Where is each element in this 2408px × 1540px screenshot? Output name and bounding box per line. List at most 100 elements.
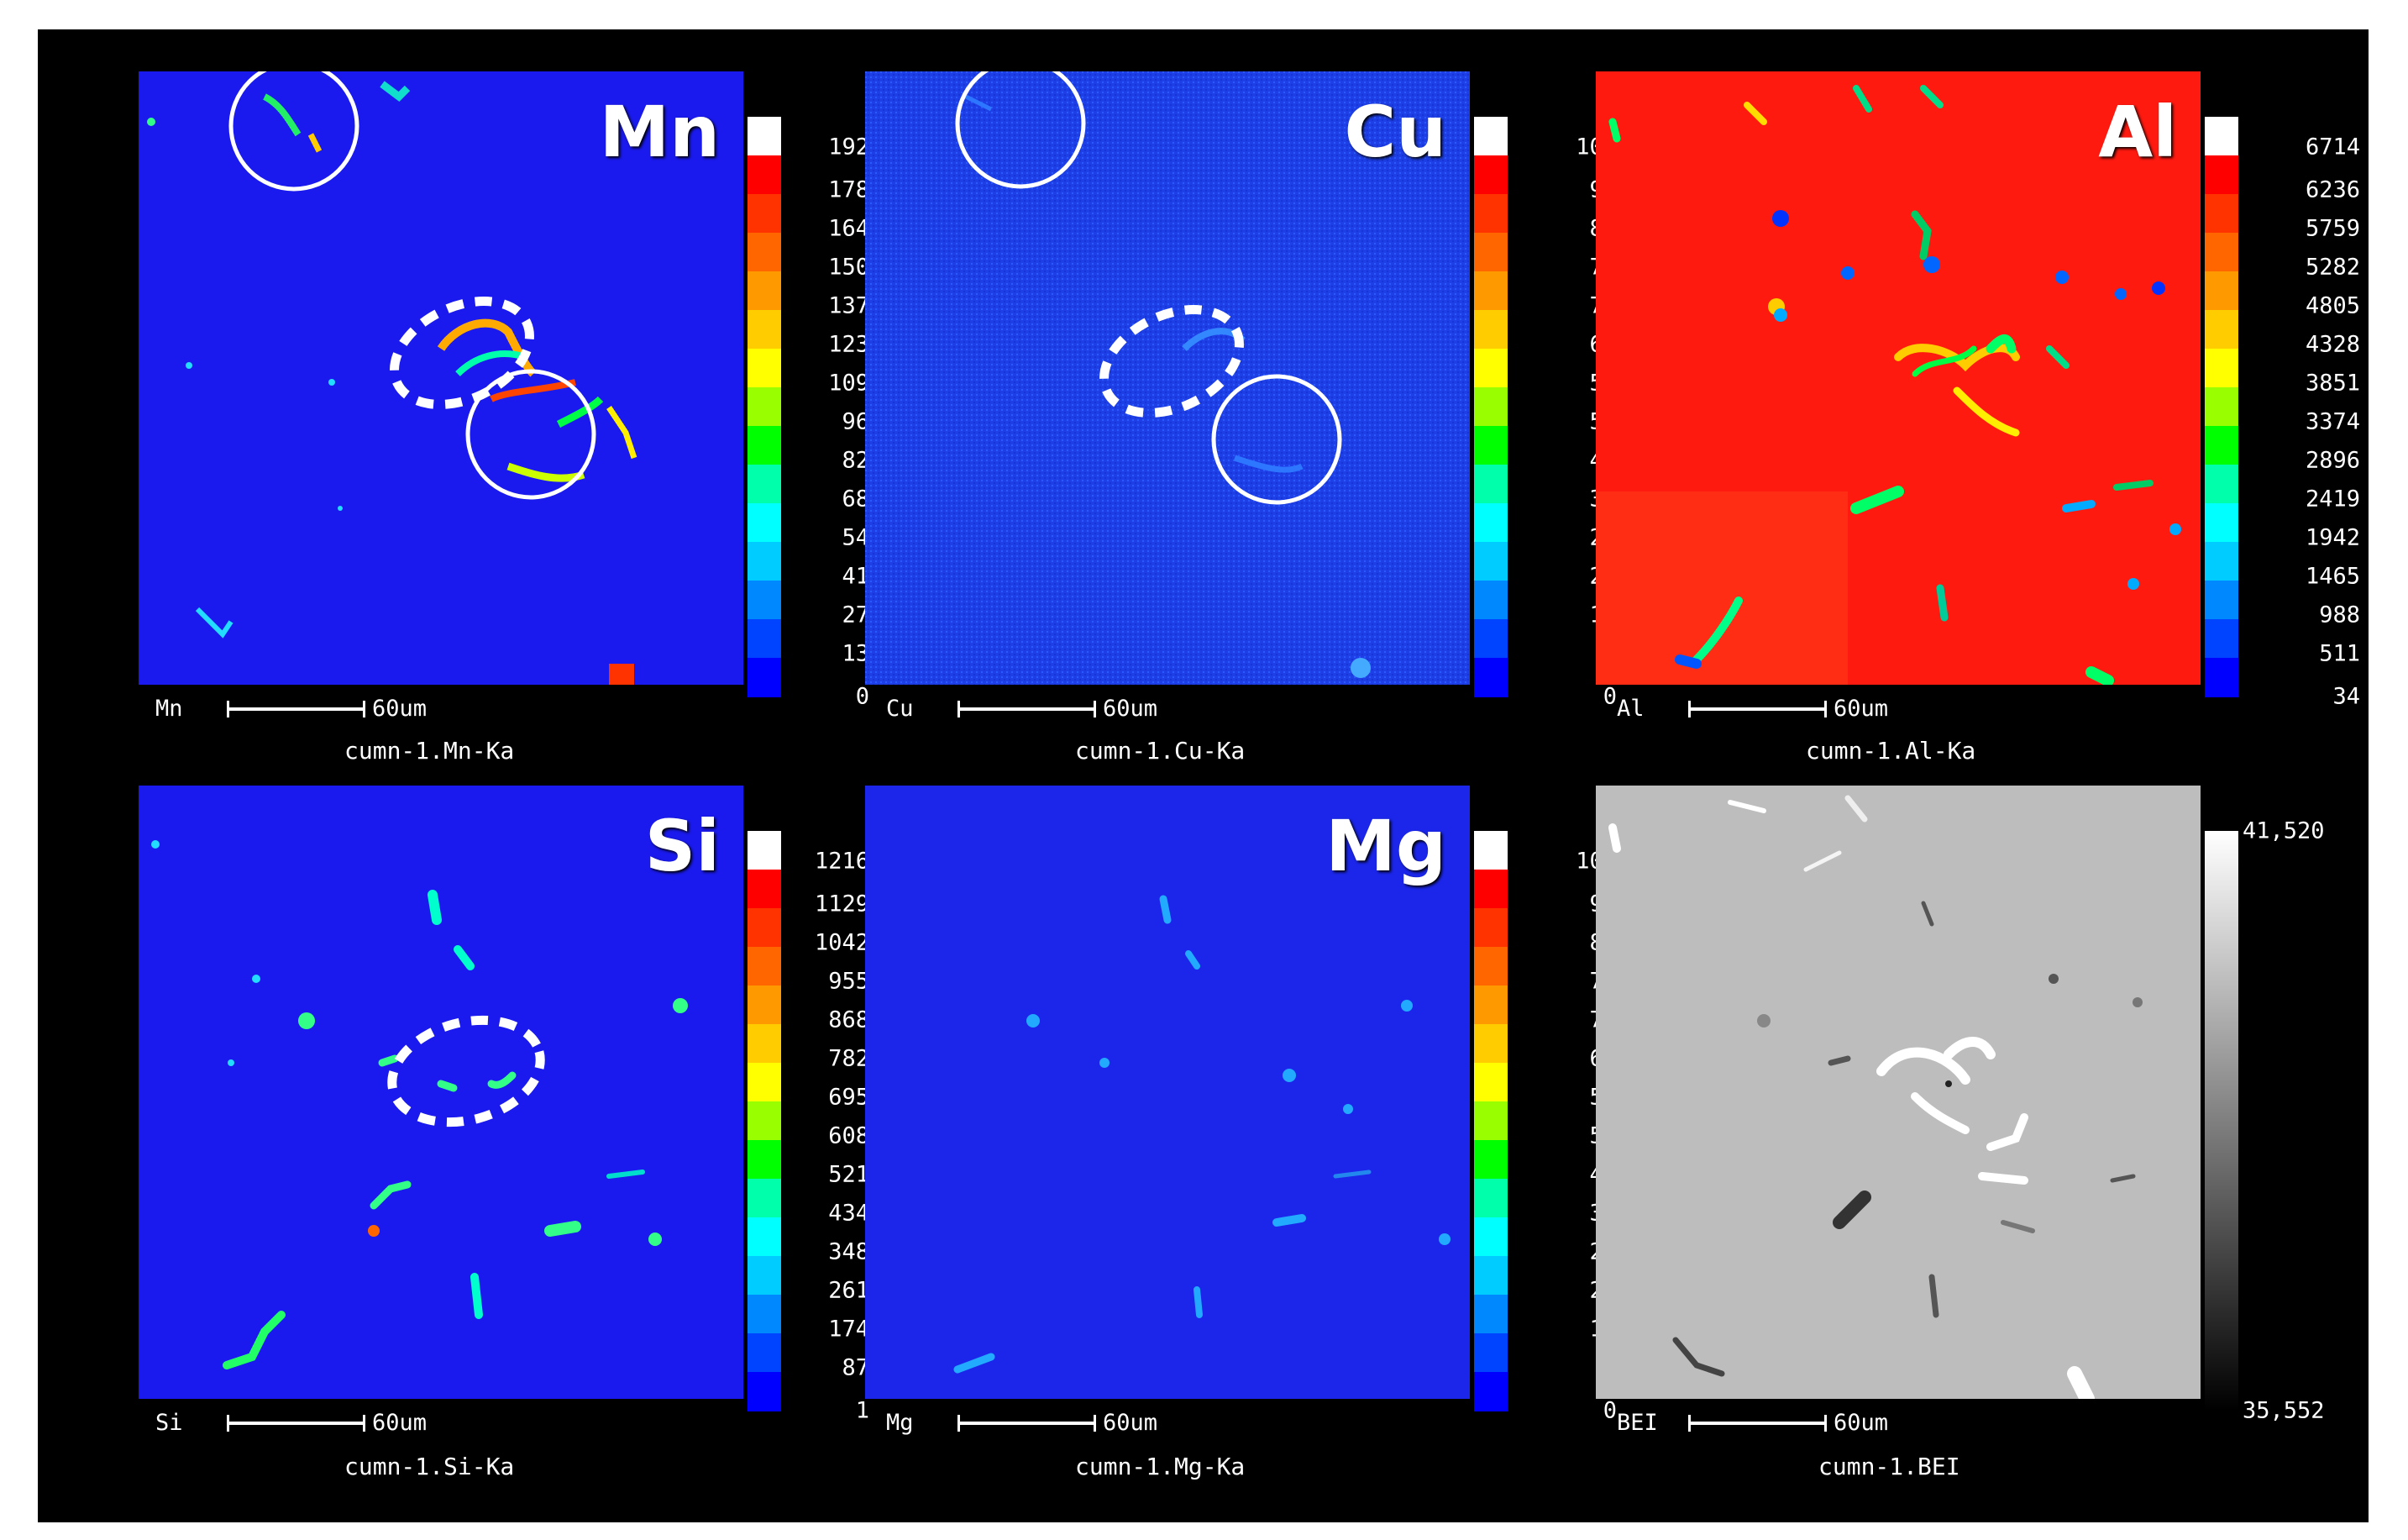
colorbar-tick-label: 3851 — [2305, 370, 2360, 397]
bei-scale-bar — [1688, 1415, 1827, 1432]
colorbar-segment — [1474, 1179, 1508, 1218]
colorbar-segment — [748, 233, 781, 272]
colorbar-segment — [748, 387, 781, 427]
colorbar-segment — [1474, 870, 1508, 909]
cu-scale-bar — [957, 701, 1096, 717]
mn-element-label: Mn — [599, 91, 720, 173]
colorbar-segment — [748, 542, 781, 581]
colorbar-segment — [748, 310, 781, 350]
bei-map-image — [1596, 786, 2201, 1399]
colorbar-segment — [748, 1101, 781, 1141]
colorbar-segment — [1474, 1295, 1508, 1334]
mn-detector-label: Mn — [155, 696, 183, 722]
colorbar-segment — [748, 465, 781, 504]
si-map: Si — [139, 786, 743, 1399]
colorbar-segment — [2205, 310, 2238, 350]
cu-map: Cu — [865, 71, 1470, 685]
bei-scale-label: 60um — [1834, 1410, 1889, 1436]
colorbar-tick-label: 782 — [828, 1045, 869, 1072]
colorbar-tick-label: 695 — [828, 1084, 869, 1111]
colorbar-segment — [748, 1333, 781, 1373]
colorbar-segment — [748, 581, 781, 620]
al-colorbar — [2205, 117, 2238, 697]
colorbar-tick-label: 82 — [842, 447, 869, 474]
si-detector-label: Si — [155, 1410, 183, 1436]
colorbar-segment — [1474, 503, 1508, 543]
colorbar-tick-label: 192 — [828, 134, 869, 160]
colorbar-tick-label: 0 — [1603, 1397, 1617, 1424]
colorbar-segment — [748, 1140, 781, 1180]
colorbar-tick-label: 511 — [2319, 640, 2360, 667]
colorbar-segment — [1474, 831, 1508, 870]
colorbar-tick-label: 2419 — [2305, 486, 2360, 512]
colorbar-segment — [1474, 310, 1508, 350]
colorbar-segment — [2205, 233, 2238, 272]
colorbar-segment — [748, 908, 781, 948]
cu-marker-circle-top — [955, 71, 1086, 189]
mg-element-label: Mg — [1325, 805, 1446, 887]
si-scale-bar — [227, 1415, 365, 1432]
colorbar-segment — [748, 194, 781, 234]
bei-particles — [1608, 795, 2143, 1399]
colorbar-segment — [748, 1179, 781, 1218]
figure-canvas: Mn 192 178 164 150 137 123 109 96 82 68 54 41 27 13 0 … — [38, 29, 2369, 1522]
colorbar-tick-label: 5759 — [2305, 215, 2360, 242]
colorbar-segment — [748, 155, 781, 195]
colorbar-tick-label: 1216 — [814, 848, 869, 875]
al-map-image — [1596, 71, 2201, 685]
colorbar-tick-label: 96 — [842, 408, 869, 435]
colorbar-segment — [1474, 349, 1508, 388]
colorbar-segment — [2205, 387, 2238, 427]
colorbar-tick-label: 164 — [828, 215, 869, 242]
colorbar-segment — [748, 271, 781, 311]
colorbar-tick-label: 3374 — [2305, 408, 2360, 435]
bei-map — [1596, 786, 2201, 1399]
colorbar-tick-label: 1 — [855, 1397, 869, 1424]
colorbar-segment — [1474, 908, 1508, 948]
colorbar-tick-label: 434 — [828, 1200, 869, 1227]
colorbar-segment — [748, 985, 781, 1025]
colorbar-tick-label: 137 — [828, 292, 869, 319]
colorbar-tick-label: 174 — [828, 1316, 869, 1343]
colorbar-tick-label: 4805 — [2305, 292, 2360, 319]
colorbar-tick-label: 150 — [828, 254, 869, 281]
al-element-label: Al — [2098, 91, 2177, 173]
colorbar-segment — [2205, 581, 2238, 620]
colorbar-tick-label: 68 — [842, 486, 869, 512]
colorbar-segment — [1474, 1217, 1508, 1257]
colorbar-tick-label: 521 — [828, 1161, 869, 1188]
colorbar-segment — [748, 947, 781, 986]
mn-map-caption: cumn-1.Mn-Ka — [344, 737, 515, 765]
cu-map-caption: cumn-1.Cu-Ka — [1075, 737, 1246, 765]
colorbar-segment — [748, 831, 781, 870]
colorbar-segment — [748, 870, 781, 909]
al-colorbar-ticks: 6714 6236 5759 5282 4805 4328 3851 3374 2896 2419… — [2280, 117, 2360, 708]
si-colorbar — [748, 831, 781, 1411]
bei-colorbar-min: 35,552 — [2243, 1397, 2325, 1424]
colorbar-segment — [748, 1372, 781, 1411]
cu-element-label: Cu — [1344, 91, 1446, 173]
colorbar-tick-label: 608 — [828, 1122, 869, 1149]
colorbar-tick-label: 34 — [2332, 683, 2360, 710]
mg-map-caption: cumn-1.Mg-Ka — [1075, 1453, 1246, 1480]
cu-marker-dashed-ellipse — [1099, 305, 1244, 418]
colorbar-segment — [2205, 503, 2238, 543]
mn-scale-label: 60um — [372, 696, 428, 722]
colorbar-segment — [748, 503, 781, 543]
al-scale-label: 60um — [1834, 696, 1889, 722]
mg-map: Mg — [865, 786, 1470, 1399]
colorbar-segment — [748, 117, 781, 156]
colorbar-tick-label: 1465 — [2305, 563, 2360, 590]
mn-colorbar — [748, 117, 781, 697]
colorbar-segment — [2205, 465, 2238, 504]
colorbar-segment — [1474, 658, 1508, 697]
colorbar-segment — [1474, 619, 1508, 659]
bei-detector-label: BEI — [1617, 1410, 1658, 1436]
colorbar-segment — [748, 1063, 781, 1102]
si-element-label: Si — [644, 805, 720, 887]
colorbar-tick-label: 87 — [842, 1354, 869, 1381]
al-scale-bar — [1688, 701, 1827, 717]
al-map-caption: cumn-1.Al-Ka — [1806, 737, 1976, 765]
colorbar-tick-label: 6236 — [2305, 176, 2360, 203]
colorbar-segment — [748, 349, 781, 388]
